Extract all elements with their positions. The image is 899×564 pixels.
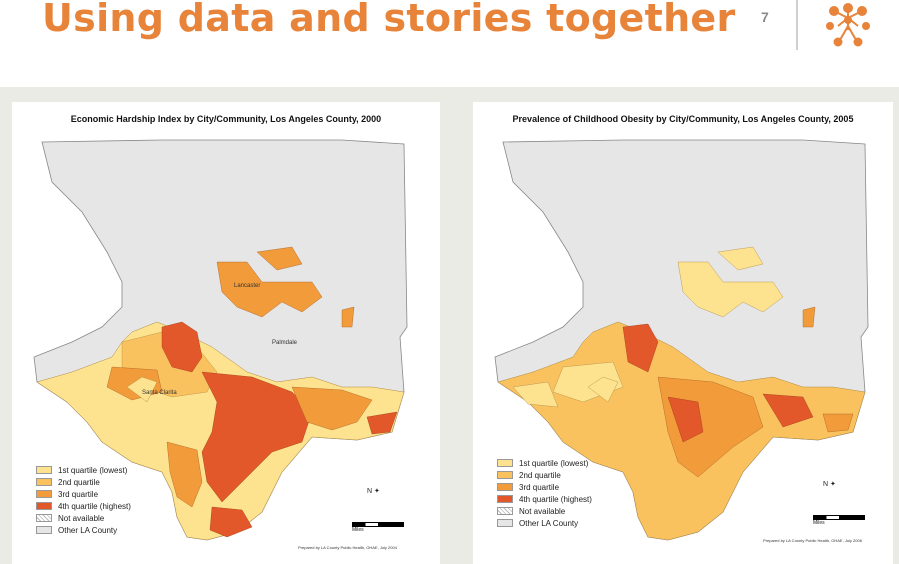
scale-bar: Miles: [813, 515, 865, 526]
hardship-map: Lancaster Palmdale Santa Clarita: [33, 139, 408, 541]
hardship-map-legend: 1st quartile (lowest) 2nd quartile 3rd q…: [36, 464, 131, 536]
legend-item-1: 1st quartile (lowest): [497, 457, 592, 469]
map-label-palmdale: Palmdale: [272, 340, 298, 346]
legend-swatch-3: [36, 490, 52, 498]
legend-item-4: 4th quartile (highest): [36, 500, 131, 512]
legend-item-6: Other LA County: [497, 517, 592, 529]
legend-swatch-6: [36, 526, 52, 534]
compass-icon: N ✦: [367, 488, 380, 495]
legend-item-1: 1st quartile (lowest): [36, 464, 131, 476]
legend-item-3: 3rd quartile: [497, 481, 592, 493]
legend-item-5: Not available: [497, 505, 592, 517]
map-credit: Prepared by LA County Public Health, OHA…: [763, 538, 862, 543]
hardship-map-title: Economic Hardship Index by City/Communit…: [70, 114, 382, 124]
legend-swatch-1: [36, 466, 52, 474]
page-number: 7: [761, 9, 769, 25]
header-divider: [796, 0, 798, 50]
legend-swatch-3: [497, 483, 513, 491]
legend-item-3: 3rd quartile: [36, 488, 131, 500]
legend-swatch-6: [497, 519, 513, 527]
legend-item-4: 4th quartile (highest): [497, 493, 592, 505]
legend-item-6: Other LA County: [36, 524, 131, 536]
obesity-map-panel: Prevalence of Childhood Obesity by City/…: [473, 102, 893, 564]
obesity-map-legend: 1st quartile (lowest) 2nd quartile 3rd q…: [497, 457, 592, 529]
legend-swatch-5: [497, 507, 513, 515]
map-credit: Prepared by LA County Public Health, OHA…: [298, 545, 397, 550]
obesity-map-title: Prevalence of Childhood Obesity by City/…: [512, 114, 854, 124]
legend-swatch-4: [497, 495, 513, 503]
map-label-lancaster: Lancaster: [234, 283, 260, 289]
legend-swatch-1: [497, 459, 513, 467]
hardship-map-panel: Economic Hardship Index by City/Communit…: [12, 102, 440, 564]
slide-title: Using data and stories together: [42, 0, 736, 40]
legend-item-2: 2nd quartile: [36, 476, 131, 488]
legend-swatch-2: [497, 471, 513, 479]
legend-item-2: 2nd quartile: [497, 469, 592, 481]
obesity-map: [494, 139, 869, 541]
orange-network-figure-icon: [826, 3, 870, 47]
legend-swatch-5: [36, 514, 52, 522]
legend-swatch-4: [36, 502, 52, 510]
legend-swatch-2: [36, 478, 52, 486]
compass-icon: N ✦: [823, 481, 836, 488]
legend-item-5: Not available: [36, 512, 131, 524]
map-label-santa-clarita: Santa Clarita: [142, 390, 177, 396]
scale-bar: Miles: [352, 522, 404, 533]
